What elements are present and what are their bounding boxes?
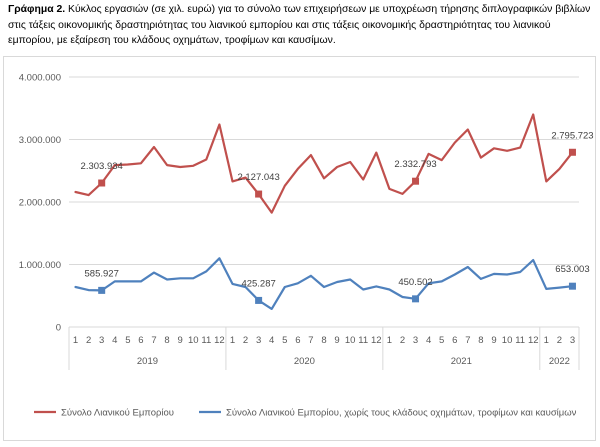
x-tick-label: 12 <box>528 335 539 346</box>
x-tick-label: 1 <box>387 335 392 346</box>
x-tick-label: 10 <box>502 335 513 346</box>
x-tick-label: 8 <box>321 335 326 346</box>
x-tick-label: 3 <box>570 335 575 346</box>
y-tick-label: 0 <box>56 323 61 334</box>
data-marker <box>412 177 420 185</box>
x-tick-label: 4 <box>112 335 117 346</box>
year-label: 2019 <box>137 356 158 367</box>
x-tick-label: 4 <box>269 335 274 346</box>
y-tick-label: 3.000.000 <box>19 135 61 146</box>
x-tick-label: 11 <box>358 335 368 346</box>
year-label: 2022 <box>549 356 570 367</box>
series-line <box>74 113 574 214</box>
data-label: 450.502 <box>398 277 432 288</box>
data-label: 425.287 <box>241 278 275 289</box>
series-line <box>74 257 574 310</box>
x-tick-label: 11 <box>201 335 211 346</box>
x-tick-label: 4 <box>426 335 431 346</box>
x-tick-label: 9 <box>178 335 183 346</box>
data-label: 2.332.793 <box>394 159 436 170</box>
x-tick-label: 2 <box>243 335 248 346</box>
x-tick-label: 3 <box>413 335 418 346</box>
x-tick-label: 5 <box>282 335 287 346</box>
x-tick-label: 1 <box>544 335 549 346</box>
x-tick-label: 2 <box>557 335 562 346</box>
year-label: 2020 <box>294 356 315 367</box>
x-tick-label: 7 <box>151 335 156 346</box>
data-marker <box>98 179 106 187</box>
x-tick-label: 11 <box>515 335 525 346</box>
data-marker <box>255 296 263 304</box>
year-label: 2021 <box>451 356 472 367</box>
x-tick-label: 12 <box>371 335 382 346</box>
data-label: 2.127.043 <box>237 172 279 183</box>
chart-frame: 0 1.000.000 2.000.000 3.000.000 4.000.000 1 2 3… <box>3 56 596 441</box>
data-marker <box>412 295 420 303</box>
x-tick-label: 9 <box>491 335 496 346</box>
x-tick-label: 2 <box>400 335 405 346</box>
legend-label: Σύνολο Λιανικού Εμπορίου, χωρίς τους κλά… <box>226 408 577 419</box>
x-tick-label: 6 <box>138 335 143 346</box>
x-tick-label: 5 <box>125 335 130 346</box>
data-marker <box>98 286 106 294</box>
y-tick-label: 2.000.000 <box>19 198 61 209</box>
data-label: 2.795.723 <box>551 130 593 141</box>
x-tick-label: 2 <box>86 335 91 346</box>
caption-text: Κύκλος εργασιών (σε χιλ. ευρώ) για το σύ… <box>8 4 591 46</box>
x-tick-label: 9 <box>334 335 339 346</box>
data-label: 2.303.934 <box>81 161 123 172</box>
caption-label: Γράφημα 2. <box>8 4 66 15</box>
x-tick-label: 12 <box>214 335 225 346</box>
x-tick-label: 1 <box>230 335 235 346</box>
x-tick-label: 3 <box>99 335 104 346</box>
data-marker <box>568 148 576 156</box>
y-tick-label: 4.000.000 <box>19 73 61 84</box>
x-tick-label: 3 <box>256 335 261 346</box>
x-tick-label: 8 <box>164 335 169 346</box>
x-tick-label: 1 <box>73 335 78 346</box>
data-marker <box>568 282 576 290</box>
x-tick-label: 5 <box>439 335 444 346</box>
x-tick-label: 6 <box>295 335 300 346</box>
legend-label: Σύνολο Λιανικού Εμπορίου <box>61 408 174 419</box>
x-tick-label: 8 <box>478 335 483 346</box>
x-tick-label: 7 <box>465 335 470 346</box>
chart-caption: Γράφημα 2. Κύκλος εργασιών (σε χιλ. ευρώ… <box>8 2 594 49</box>
x-tick-label: 6 <box>452 335 457 346</box>
x-tick-label: 10 <box>345 335 356 346</box>
x-tick-label: 10 <box>188 335 199 346</box>
x-tick-label: 7 <box>308 335 313 346</box>
y-tick-label: 1.000.000 <box>19 260 61 271</box>
data-marker <box>255 190 263 198</box>
data-label: 585.927 <box>85 268 119 279</box>
data-label: 653.003 <box>555 264 589 275</box>
